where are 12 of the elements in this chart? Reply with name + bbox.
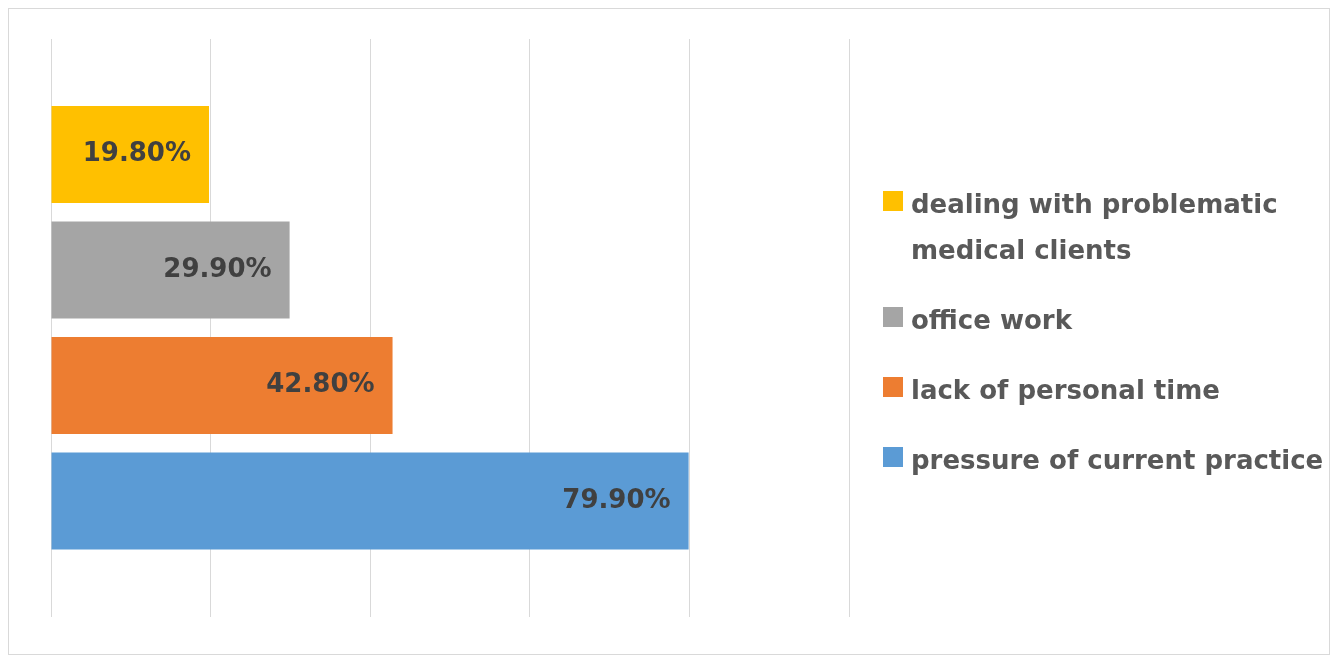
bar [51, 337, 393, 435]
bar [51, 221, 290, 319]
legend-label: dealing with problematic medical clients [911, 187, 1279, 267]
data-label: 42.80% [266, 368, 375, 399]
legend-label: lack of personal time [911, 373, 1220, 407]
legend-label: pressure of current practice [911, 443, 1324, 477]
data-label: 29.90% [163, 252, 272, 283]
legend-label: office work [911, 303, 1072, 337]
data-label: 19.80% [82, 137, 191, 168]
bar [51, 452, 689, 550]
bar [51, 106, 209, 204]
data-label: 79.90% [562, 483, 671, 514]
